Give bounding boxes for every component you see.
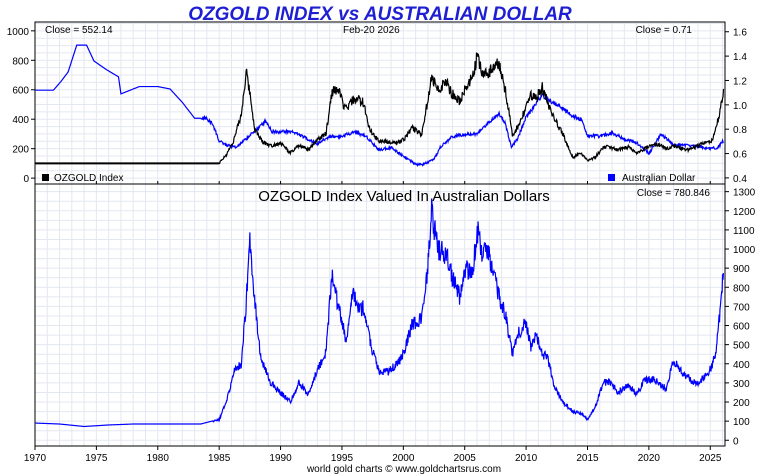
y-right-tick-label: 1.2 xyxy=(733,76,747,87)
x-tick-label: 1970 xyxy=(24,453,47,464)
y-lower-tick-label: 1000 xyxy=(733,245,756,256)
y-lower-tick-label: 200 xyxy=(733,398,750,409)
date-label: Feb-20 2026 xyxy=(343,25,400,36)
y-right-tick-label: 0.8 xyxy=(733,125,747,136)
y-lower-tick-label: 0 xyxy=(733,436,739,447)
y-lower-tick-label: 600 xyxy=(733,322,750,333)
y-lower-tick-label: 1200 xyxy=(733,207,756,218)
y-right-tick-label: 1.0 xyxy=(733,101,747,112)
x-tick-label: 1995 xyxy=(331,453,354,464)
x-tick-label: 1990 xyxy=(269,453,292,464)
y-left-tick-label: 800 xyxy=(12,56,29,67)
x-tick-label: 2005 xyxy=(454,453,477,464)
legend-gold-swatch xyxy=(42,174,49,181)
close-left-label: Close = 552.14 xyxy=(45,25,113,36)
x-tick-label: 2015 xyxy=(576,453,599,464)
y-left-tick-label: 1000 xyxy=(7,27,30,38)
x-tick-label: 2000 xyxy=(392,453,415,464)
y-left-tick-label: 0 xyxy=(23,174,29,185)
close-right-label: Close = 0.71 xyxy=(636,25,693,36)
x-tick-label: 2020 xyxy=(638,453,661,464)
y-right-tick-label: 0.6 xyxy=(733,150,747,161)
aud-series-line xyxy=(35,44,725,168)
y-left-tick-label: 600 xyxy=(12,86,29,97)
x-tick-label: 1975 xyxy=(85,453,108,464)
lower-panel-frame xyxy=(34,183,726,447)
y-left-tick-label: 200 xyxy=(12,145,29,156)
y-lower-tick-label: 400 xyxy=(733,360,750,371)
y-right-tick-label: 1.4 xyxy=(733,52,747,63)
chart-title: OZGOLD INDEX vs AUSTRALIAN DOLLAR xyxy=(188,4,572,25)
y-lower-tick-label: 900 xyxy=(733,264,750,275)
x-tick-label: 2025 xyxy=(699,453,722,464)
y-lower-tick-label: 500 xyxy=(733,341,750,352)
y-lower-tick-label: 700 xyxy=(733,302,750,313)
grid-layer xyxy=(34,22,725,446)
y-left-tick-label: 400 xyxy=(12,115,29,126)
y-right-tick-label: 0.4 xyxy=(733,174,747,185)
y-lower-tick-label: 100 xyxy=(733,417,750,428)
footer-credit: world gold charts © www.goldchartsrus.co… xyxy=(306,464,501,475)
y-right-tick-label: 1.6 xyxy=(733,28,747,39)
y-lower-tick-label: 300 xyxy=(733,379,750,390)
legend-gold-label: OZGOLD Index xyxy=(54,173,123,184)
legend-aud-swatch xyxy=(608,174,615,181)
lower-title: OZGOLD Index Valued In Australian Dollar… xyxy=(258,188,550,205)
lower-close-label: Close = 780.846 xyxy=(637,188,711,199)
x-tick-label: 1980 xyxy=(147,453,170,464)
ratio-series-line xyxy=(34,198,724,428)
legend-aud-label: Australian Dollar xyxy=(622,173,696,184)
axis-layer: 1970 1975 1980 1985 1990 1995 2000 2005 2010 2015… xyxy=(7,27,756,464)
x-tick-label: 2010 xyxy=(515,453,538,464)
y-lower-tick-label: 1300 xyxy=(733,188,756,199)
series-layer xyxy=(34,44,725,428)
x-tick-label: 1985 xyxy=(208,453,231,464)
y-lower-tick-label: 1100 xyxy=(733,226,755,237)
y-lower-tick-label: 800 xyxy=(733,283,750,294)
upper-panel-frame xyxy=(34,21,726,185)
